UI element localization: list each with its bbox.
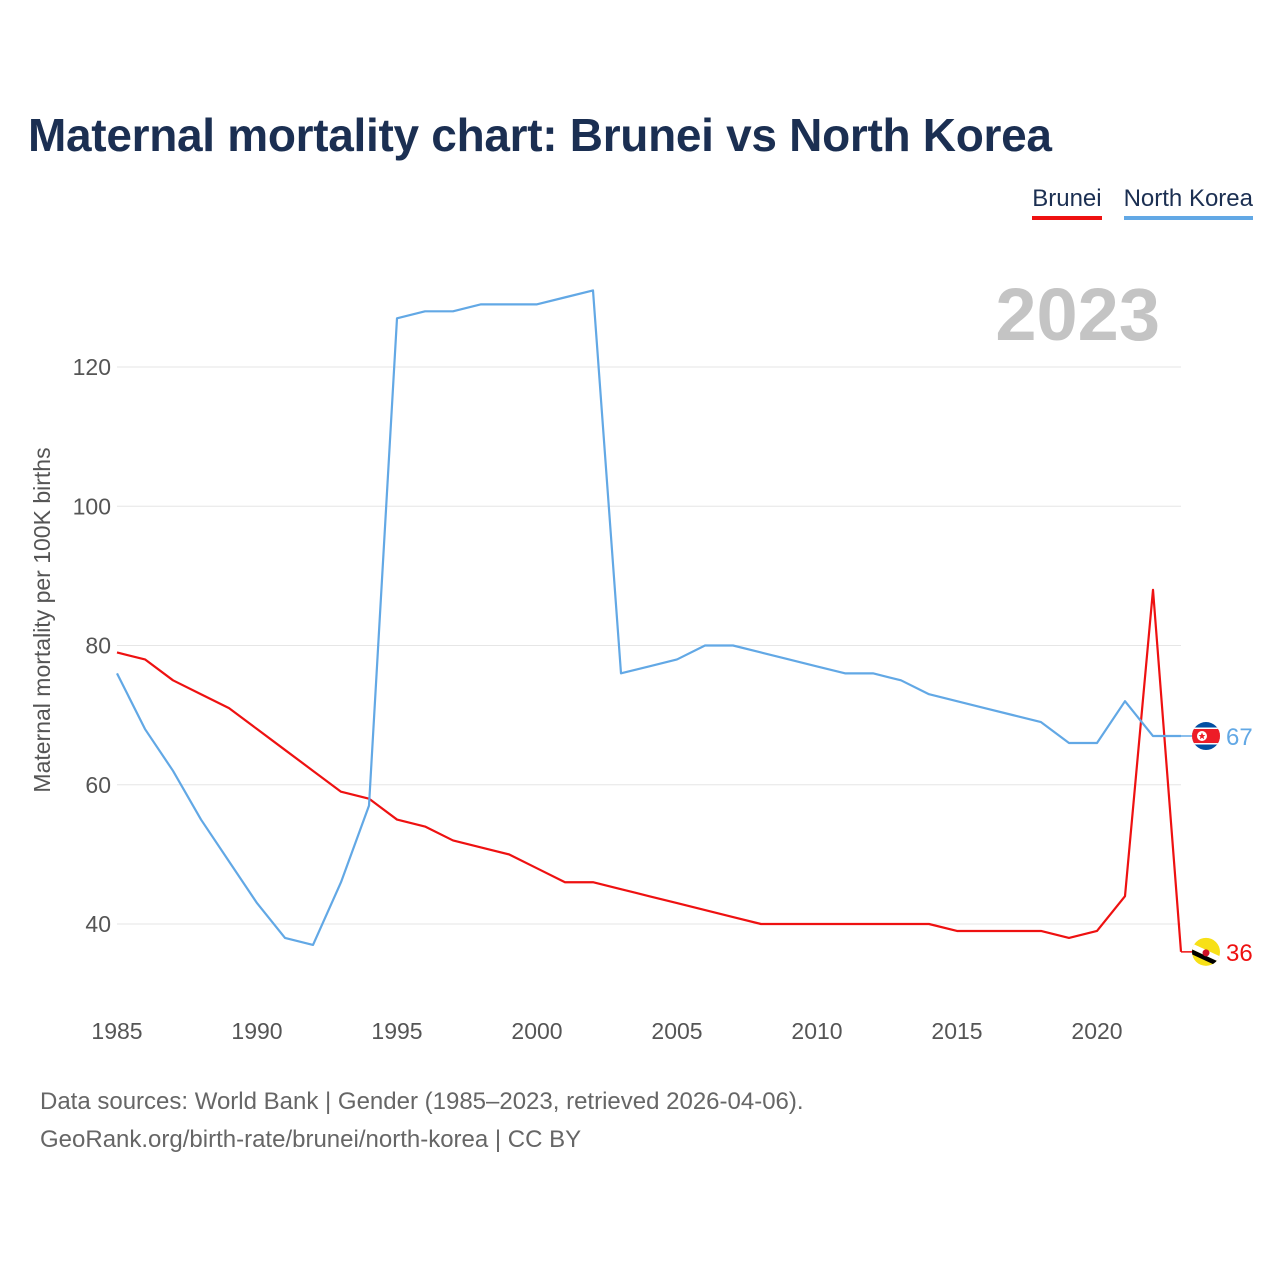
series-line-north-korea[interactable] <box>116 289 1181 946</box>
year-watermark: 2023 <box>995 273 1160 356</box>
y-tick-label: 80 <box>85 633 111 659</box>
brunei-flag-icon <box>1192 937 1220 966</box>
end-markers <box>1192 722 1220 966</box>
legend-item-brunei[interactable]: Brunei <box>1032 184 1102 220</box>
y-tick-label: 60 <box>85 772 111 798</box>
x-tick-label: 1985 <box>91 1018 142 1044</box>
legend: Brunei North Korea <box>1032 184 1253 220</box>
y-axis-label: Maternal mortality per 100K births <box>29 447 55 792</box>
grid <box>117 366 1181 925</box>
y-tick-label: 120 <box>73 354 111 380</box>
end-value-label-north-korea: 67 <box>1226 724 1253 751</box>
x-tick-label: 2005 <box>651 1018 702 1044</box>
footer-credit: GeoRank.org/birth-rate/brunei/north-kore… <box>40 1126 582 1153</box>
series: 36 67 <box>116 289 1253 967</box>
axis-ticks: 40 60 80 100 120 1985 1990 1995 2000 2005 2010 2015… <box>73 354 1123 1044</box>
north-korea-flag-icon <box>1192 722 1220 751</box>
x-tick-label: 2000 <box>511 1018 562 1044</box>
x-tick-label: 2020 <box>1071 1018 1122 1044</box>
legend-item-north-korea[interactable]: North Korea <box>1123 184 1253 220</box>
y-tick-label: 40 <box>85 911 111 937</box>
chart-title: Maternal mortality chart: Brunei vs Nort… <box>28 109 1052 161</box>
series-line-brunei[interactable] <box>116 588 1183 952</box>
y-tick-label: 100 <box>73 493 111 519</box>
x-tick-label: 2015 <box>931 1018 982 1044</box>
footer-source: Data sources: World Bank | Gender (1985–… <box>40 1088 804 1115</box>
x-tick-label: 1995 <box>371 1018 422 1044</box>
x-tick-label: 1990 <box>231 1018 282 1044</box>
end-value-label-brunei: 36 <box>1226 940 1253 967</box>
x-tick-label: 2010 <box>791 1018 842 1044</box>
